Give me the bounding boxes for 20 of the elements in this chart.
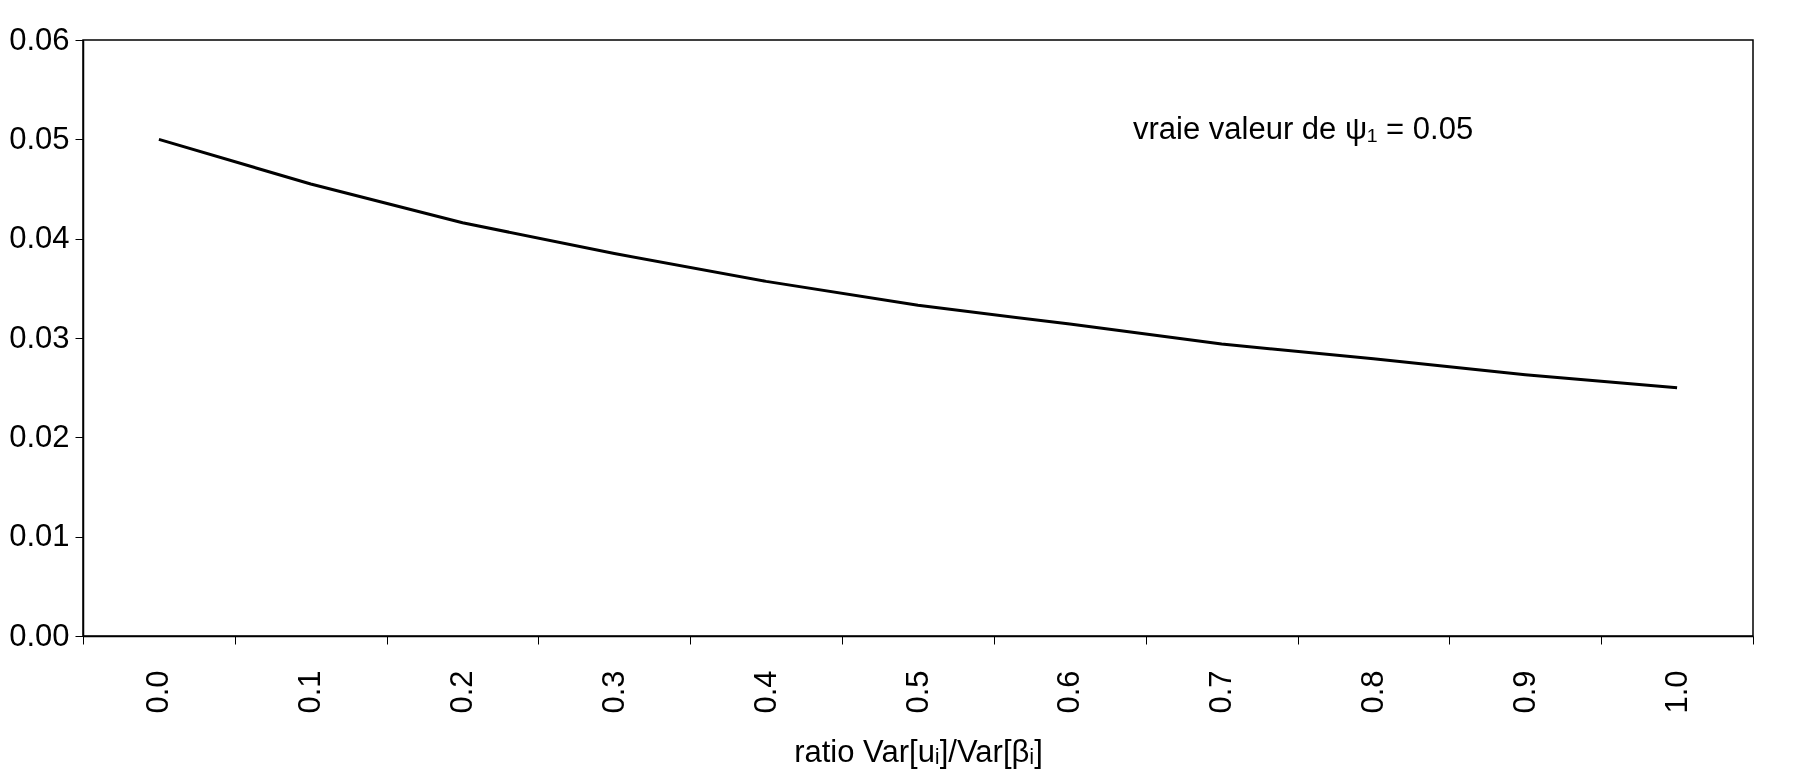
y-tick-label: 0.05 <box>9 120 70 156</box>
x-tick-label: 0.9 <box>1506 670 1542 714</box>
y-tick-label: 0.03 <box>9 319 70 355</box>
y-tick-label: 0.01 <box>9 518 70 554</box>
x-axis-title: ratio Var[uᵢ]/Var[βᵢ] <box>794 733 1043 769</box>
y-tick-label: 0.00 <box>9 617 70 653</box>
x-tick-label: 0.2 <box>444 670 480 714</box>
x-tick-label: 0.1 <box>292 670 328 714</box>
y-tick-label: 0.06 <box>9 21 70 57</box>
x-tick-label: 0.8 <box>1354 670 1390 714</box>
y-tick-label: 0.02 <box>9 418 70 454</box>
x-tick-label: 0.7 <box>1203 670 1239 714</box>
y-tick-label: 0.04 <box>9 220 70 256</box>
x-tick-label: 0.5 <box>899 670 935 714</box>
x-tick-label: 0.4 <box>747 670 783 714</box>
annotation: vraie valeur de ψ₁ = 0.05 <box>1133 111 1474 146</box>
x-tick-label: 0.0 <box>140 670 176 714</box>
x-tick-label: 0.6 <box>1051 670 1087 714</box>
x-tick-label: 0.3 <box>595 670 631 714</box>
x-tick-label: 1.0 <box>1658 670 1694 714</box>
